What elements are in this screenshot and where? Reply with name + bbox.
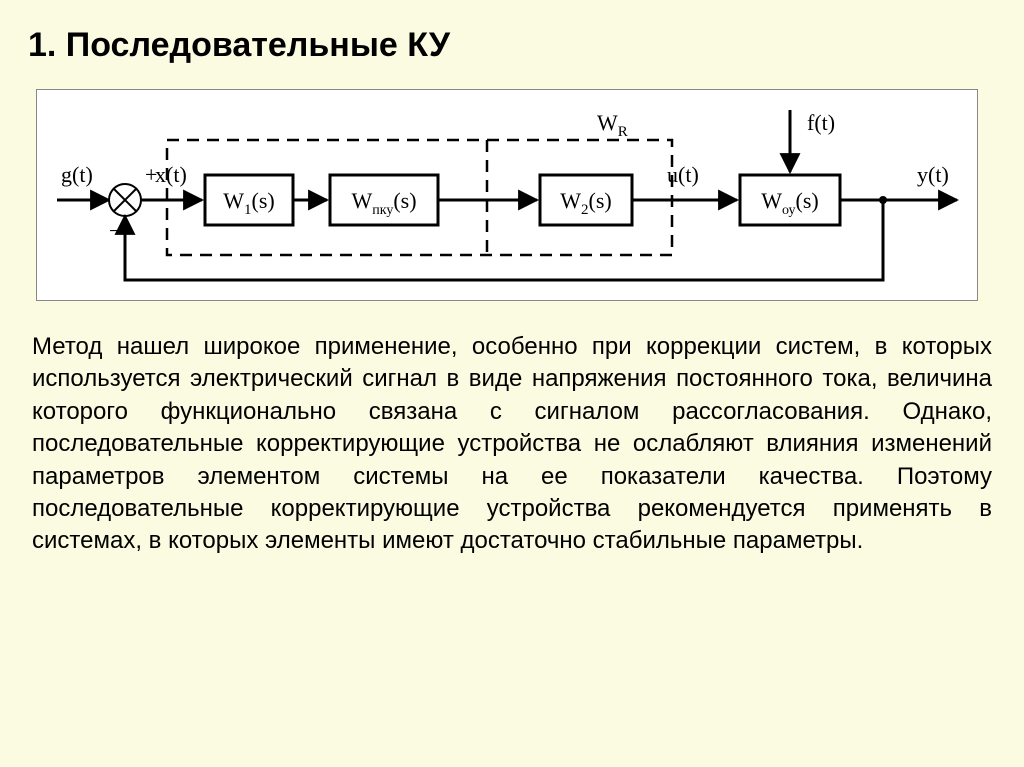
w1-label: W [223, 188, 244, 213]
label-y: y(t) [917, 162, 949, 187]
label-x: x(t) [155, 162, 187, 187]
w1-sub: 1 [244, 202, 252, 218]
minus-sign: − [109, 218, 121, 243]
woy-arg: (s) [796, 188, 819, 213]
wpku-label: W [351, 188, 372, 213]
label-u: u(t) [667, 162, 699, 187]
label-f: f(t) [807, 110, 835, 135]
label-wr: WR [597, 110, 628, 140]
w2-arg: (s) [589, 188, 612, 213]
w2-sub: 2 [581, 202, 589, 218]
body-paragraph: Метод нашел широкое применение, особенно… [32, 331, 992, 558]
page-title: 1. Последовательные КУ [28, 26, 996, 65]
block-diagram-svg: + W1(s) Wпку(s) W2(s) [37, 90, 977, 300]
woy-sub: оу [782, 203, 795, 218]
label-g: g(t) [61, 162, 93, 187]
w1-arg: (s) [252, 188, 275, 213]
block-diagram: + W1(s) Wпку(s) W2(s) [36, 89, 978, 301]
w2-label: W [560, 188, 581, 213]
woy-label: W [761, 188, 782, 213]
wpku-sub: пку [372, 203, 393, 218]
wpku-arg: (s) [393, 188, 416, 213]
